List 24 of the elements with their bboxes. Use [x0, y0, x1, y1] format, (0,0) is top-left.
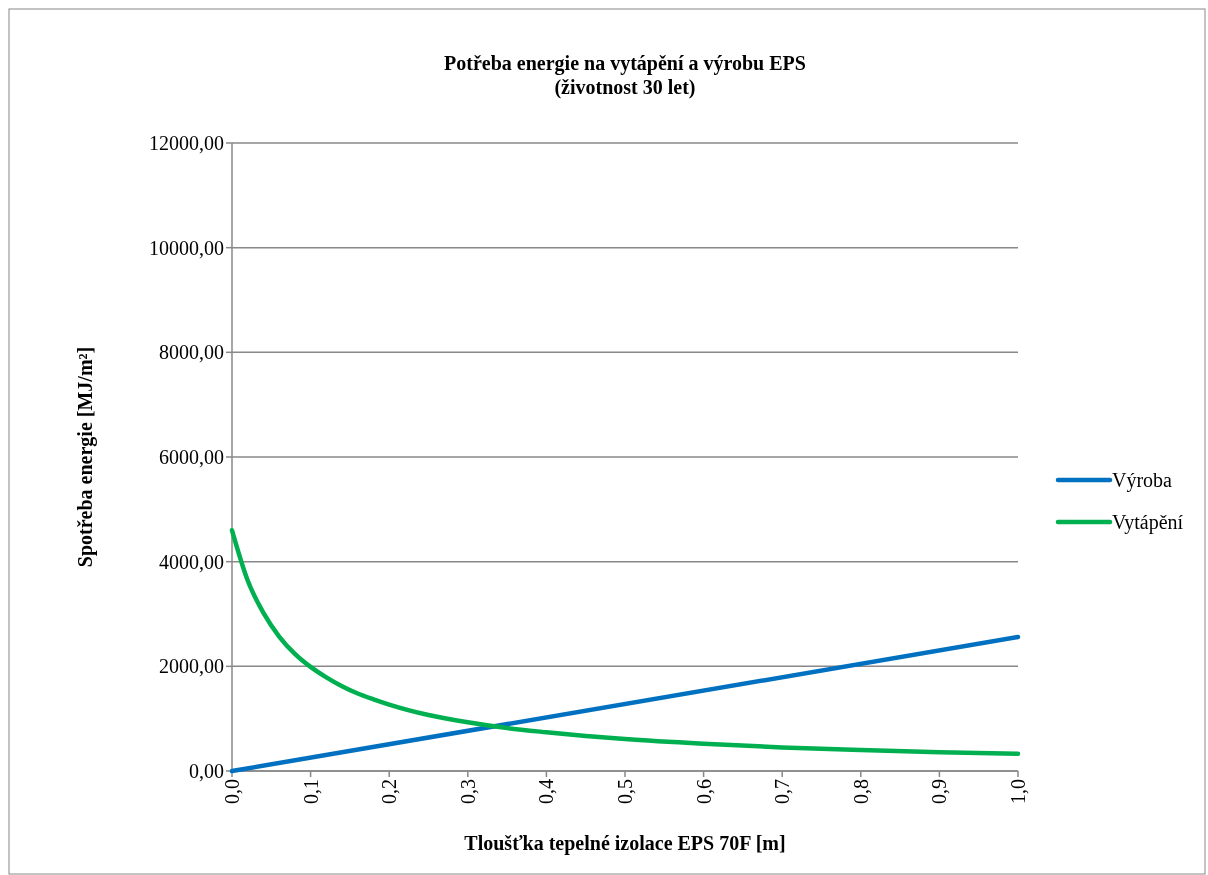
x-tick-label: 0,7: [771, 779, 794, 804]
y-tick-label: 12000,00: [149, 132, 224, 154]
x-tick-label: 0,6: [692, 779, 715, 804]
y-axis-title: Spotřeba energie [MJ/m²]: [74, 346, 97, 568]
x-axis-title: Tloušťka tepelné izolace EPS 70F [m]: [464, 832, 786, 855]
y-tick-label: 8000,00: [159, 341, 224, 364]
x-tick-label: 0,2: [378, 779, 401, 804]
x-tick-label: 0,5: [614, 779, 636, 804]
y-tick-label: 2000,00: [159, 655, 224, 678]
x-tick-label: 0,0: [221, 779, 243, 804]
x-tick-label: 0,3: [456, 779, 479, 804]
line-series: [229, 528, 1021, 756]
y-tick-label: 10000,00: [149, 236, 224, 259]
y-tick-label: 4000,00: [159, 550, 224, 573]
y-tick-label: 6000,00: [159, 446, 224, 468]
x-tick-label: 0,1: [299, 779, 322, 804]
legend-label: Výroba: [1112, 469, 1173, 492]
chart-title: Potřeba energie na vytápění a výrobu EPS (životnost 30 let): [444, 52, 806, 99]
x-tick-label: 0,9: [928, 779, 951, 804]
y-tick-label: 0,00: [189, 760, 224, 782]
legend-label: Vytápění: [1112, 511, 1184, 534]
x-tick-label: 1,0: [1007, 779, 1029, 804]
x-tick-label: 0,8: [849, 779, 872, 804]
x-tick-label: 0,4: [535, 779, 558, 804]
